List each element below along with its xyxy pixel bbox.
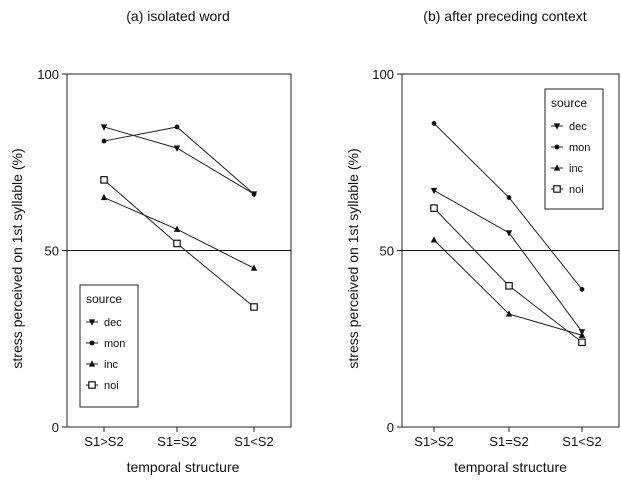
data-point-noi — [430, 204, 438, 212]
x-tick-label: S1>S2 — [84, 434, 123, 449]
legend-marker-inc — [88, 360, 96, 367]
data-point-dec — [173, 145, 181, 152]
data-point-inc — [173, 225, 181, 232]
y-axis-label: stress perceived on 1st syllable (%) — [9, 148, 25, 368]
legend-label-noi: noi — [104, 380, 119, 392]
data-point-inc — [505, 310, 513, 317]
y-tick-label: 50 — [380, 244, 394, 259]
y-tick-label: 100 — [372, 67, 394, 82]
chart-title: (a) isolated word — [126, 8, 230, 24]
x-tick-label: S1=S2 — [157, 434, 196, 449]
legend-label-mon: mon — [104, 338, 125, 350]
data-point-noi — [173, 239, 181, 248]
legend-title: source — [86, 292, 122, 306]
series-line-inc — [103, 197, 255, 269]
legend-label-noi: noi — [569, 184, 584, 196]
data-point-mon — [506, 195, 512, 200]
legend-marker-noi — [88, 381, 96, 389]
y-tick-label: 50 — [45, 244, 59, 259]
chart-title: (b) after preceding context — [423, 8, 587, 24]
y-axis-label: stress perceived on 1st syllable (%) — [345, 148, 361, 368]
y-tick-label: 0 — [52, 420, 59, 435]
x-axis-label: temporal structure — [454, 459, 567, 475]
legend-marker-noi — [553, 185, 561, 193]
legend-marker-dec — [88, 319, 96, 326]
legend-label-dec: dec — [104, 317, 122, 329]
data-point-inc — [430, 236, 438, 243]
x-tick-label: S1<S2 — [562, 434, 601, 449]
chart-panel-b: (b) after preceding context 0 50 100 S1>S2 S1… — [345, 8, 620, 475]
data-point-mon — [431, 121, 437, 126]
x-tick-label: S1>S2 — [414, 434, 453, 449]
x-tick-label: S1<S2 — [234, 434, 273, 449]
data-point-inc — [578, 331, 586, 338]
data-point-inc — [250, 264, 258, 271]
legend-label-inc: inc — [104, 359, 119, 371]
data-point-mon — [101, 138, 107, 144]
legend-marker-dec — [553, 123, 561, 130]
legend-marker-mon — [89, 340, 95, 346]
x-tick-label: S1=S2 — [489, 434, 528, 449]
y-tick-label: 100 — [37, 67, 59, 82]
data-point-mon — [251, 191, 257, 197]
data-point-dec — [505, 230, 513, 237]
data-point-noi — [578, 338, 586, 347]
legend-marker-inc — [553, 164, 561, 171]
x-axis-label: temporal structure — [127, 459, 240, 475]
data-point-noi — [100, 176, 108, 184]
data-point-mon — [579, 286, 585, 292]
data-point-noi — [505, 282, 513, 290]
legend-label-inc: inc — [569, 163, 584, 175]
data-point-noi — [250, 303, 258, 311]
data-point-mon — [174, 124, 180, 130]
data-point-dec — [100, 124, 108, 131]
chart-panel-a: (a) isolated word 0 50 100 S1>S2 S1=S2 S1<S2 te… — [9, 8, 292, 475]
legend-title: source — [551, 96, 587, 110]
data-point-inc — [100, 193, 108, 201]
data-point-dec — [430, 187, 438, 195]
legend-label-mon: mon — [569, 142, 590, 154]
y-tick-label: 0 — [387, 420, 394, 435]
series-line-noi — [433, 207, 583, 343]
legend-label-dec: dec — [569, 121, 587, 133]
series-line-mon — [103, 126, 255, 195]
legend-marker-mon — [554, 144, 560, 150]
